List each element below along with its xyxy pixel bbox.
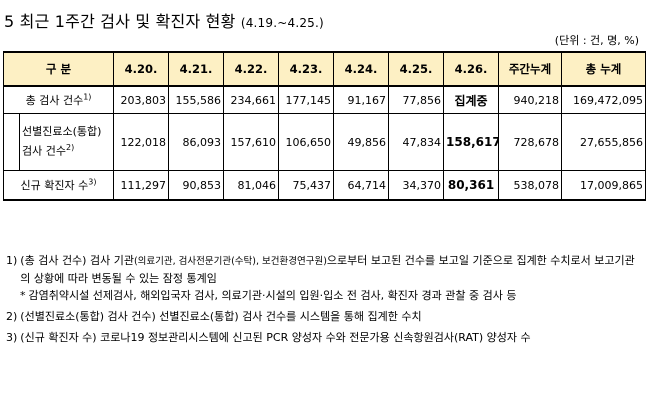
table-cell: 111,297 <box>113 170 170 201</box>
table-cell-pending: 집계중 <box>443 85 500 114</box>
title-period: (4.19.~4.25.) <box>240 16 324 30</box>
header-weekly-total: 주간누계 <box>498 51 563 87</box>
table-cell: 122,018 <box>113 113 170 171</box>
table-cell-latest: 80,361 <box>443 170 500 201</box>
table-cell: 77,856 <box>388 85 445 114</box>
table-cell: 106,650 <box>278 113 335 171</box>
table-cell: 17,009,865 <box>561 170 647 201</box>
table-cell: 203,803 <box>113 85 170 114</box>
row-label-new-cases: 신규 확진자 수3) <box>2 170 115 201</box>
row-label-total-tests: 총 검사 건수1) <box>2 85 115 114</box>
table-cell: 91,167 <box>333 85 390 114</box>
footnote-2: 2) (선별진료소(통합) 검사 건수) 선별진료소(통합) 검사 건수를 시스… <box>6 310 422 323</box>
table-cell-latest: 158,617 <box>443 113 500 171</box>
header-date: 4.24. <box>333 51 390 87</box>
header-date: 4.25. <box>388 51 445 87</box>
footnotes: 1) (총 검사 건수) 검사 기관(의료기관, 검사전문기관(수탁), 보건환… <box>6 252 644 346</box>
header-date: 4.26. <box>443 51 500 87</box>
row-label-screening-tests: 선별진료소(통합) 검사 건수2) <box>18 113 115 171</box>
table-cell: 34,370 <box>388 170 445 201</box>
header-date: 4.20. <box>113 51 170 87</box>
table-cell: 27,655,856 <box>561 113 647 171</box>
table-cell: 157,610 <box>223 113 280 171</box>
table-cell: 169,472,095 <box>561 85 647 114</box>
header-date: 4.23. <box>278 51 335 87</box>
section-title: 5 최근 1주간 검사 및 확진자 현황 (4.19.~4.25.) <box>4 8 324 32</box>
table-row: 선별진료소(통합) 검사 건수2) 122,018 86,093 157,610… <box>3 113 647 171</box>
row-indent <box>3 113 20 171</box>
footnote-3: 3) (신규 확진자 수) 코로나19 정보관리시스템에 신고된 PCR 양성자… <box>6 331 531 344</box>
header-cumulative-total: 총 누계 <box>561 51 647 87</box>
footnote-1: 1) (총 검사 건수) 검사 기관(의료기관, 검사전문기관(수탁), 보건환… <box>6 254 635 285</box>
table-cell: 538,078 <box>498 170 563 201</box>
table-cell: 728,678 <box>498 113 563 171</box>
table-cell: 155,586 <box>168 85 225 114</box>
table-cell: 81,046 <box>223 170 280 201</box>
header-date: 4.22. <box>223 51 280 87</box>
table-cell: 90,853 <box>168 170 225 201</box>
unit-label: (단위 : 건, 명, %) <box>554 34 639 47</box>
table-header-row: 구 분 4.20. 4.21. 4.22. 4.23. 4.24. 4.25. … <box>2 51 647 87</box>
weekly-stats-table: 구 분 4.20. 4.21. 4.22. 4.23. 4.24. 4.25. … <box>2 51 647 201</box>
title-main: 5 최근 1주간 검사 및 확진자 현황 <box>4 12 236 31</box>
header-category: 구 분 <box>2 51 115 87</box>
header-date: 4.21. <box>168 51 225 87</box>
table-cell: 234,661 <box>223 85 280 114</box>
table-cell: 177,145 <box>278 85 335 114</box>
table-cell: 86,093 <box>168 113 225 171</box>
footnote-asterisk: * 감염취약시설 선제검사, 해외입국자 검사, 의료기관·시설의 입원·입소 … <box>20 289 517 302</box>
table-cell: 64,714 <box>333 170 390 201</box>
table-row: 신규 확진자 수3) 111,297 90,853 81,046 75,437 … <box>2 170 647 201</box>
table-cell: 75,437 <box>278 170 335 201</box>
table-cell: 49,856 <box>333 113 390 171</box>
table-cell: 940,218 <box>498 85 563 114</box>
table-row: 총 검사 건수1) 203,803 155,586 234,661 177,14… <box>2 85 647 114</box>
table-cell: 47,834 <box>388 113 445 171</box>
